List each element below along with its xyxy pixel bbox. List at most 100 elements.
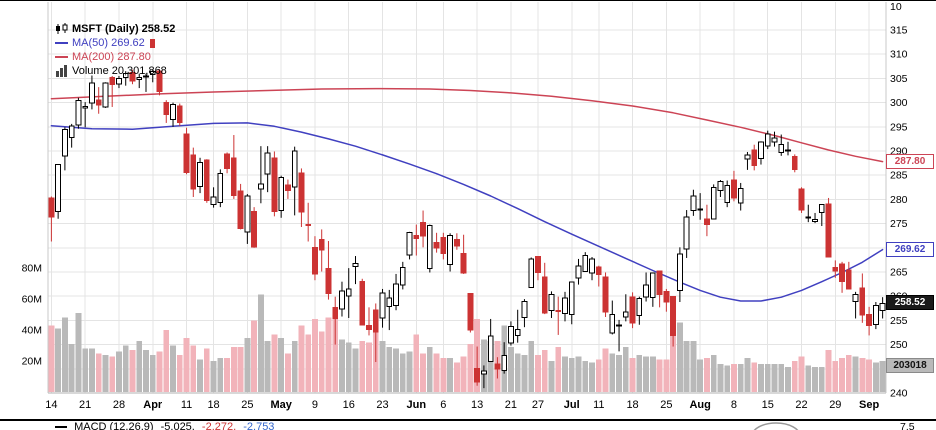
candle	[636, 298, 643, 317]
svg-text:280: 280	[890, 194, 908, 206]
volume-bar	[710, 354, 717, 392]
candle	[271, 157, 278, 212]
svg-text:9: 9	[312, 399, 318, 411]
volume-bar	[879, 361, 886, 392]
volume-bar	[731, 364, 737, 392]
volume-bar	[764, 364, 771, 392]
volume-bar	[143, 350, 149, 392]
volume-bar	[866, 359, 873, 392]
candle	[406, 231, 413, 256]
volume-bar	[771, 364, 778, 392]
candle	[683, 216, 690, 250]
watermark-oval	[753, 422, 799, 430]
candle	[420, 222, 426, 237]
volume-bar	[224, 357, 230, 392]
ma200-price-label: 287.80	[886, 154, 934, 169]
svg-text:40M: 40M	[22, 325, 42, 337]
candle	[109, 76, 116, 86]
legend-row-volume: Volume 20,301,868	[55, 64, 175, 78]
volume-bar	[582, 361, 589, 392]
svg-text:22: 22	[795, 399, 807, 411]
svg-text:27: 27	[532, 399, 544, 411]
candle	[325, 268, 332, 294]
volume-bar	[832, 361, 839, 392]
candle	[55, 164, 62, 212]
candle	[818, 204, 825, 213]
ma50-line	[50, 122, 884, 302]
svg-text:21: 21	[79, 399, 91, 411]
candle	[859, 287, 866, 316]
volume-bar	[440, 357, 447, 392]
candle	[575, 265, 582, 279]
candle	[163, 102, 170, 116]
volume-bar	[190, 345, 197, 392]
candle	[61, 129, 68, 157]
candle	[697, 208, 704, 211]
candle	[622, 311, 629, 318]
candle	[494, 363, 501, 370]
candle	[758, 141, 764, 159]
candle	[609, 314, 616, 334]
volume-bar	[156, 351, 163, 392]
legend-ma50: MA(50) 269.62	[72, 37, 145, 49]
volume-bar	[183, 337, 190, 392]
volume-bar	[271, 334, 278, 392]
volume-bar	[210, 361, 217, 392]
svg-text:Apr: Apr	[143, 399, 163, 411]
volume-bar	[399, 353, 406, 392]
candle	[372, 309, 379, 333]
volume-bar	[602, 348, 609, 392]
candlestick-icon	[55, 23, 68, 35]
candle	[744, 154, 751, 160]
volume-bar	[562, 356, 568, 392]
volume-bar	[217, 357, 224, 392]
candle	[832, 267, 839, 272]
volume-bar	[136, 340, 143, 392]
candle	[149, 71, 156, 76]
candle	[197, 162, 203, 187]
volume-bar	[656, 359, 663, 392]
candle	[291, 150, 298, 188]
ma50-line-swatch	[55, 42, 68, 44]
volume-bar	[95, 353, 102, 392]
volume-bar	[447, 357, 454, 392]
volume-bar	[629, 357, 636, 392]
volume-bar	[82, 348, 89, 392]
svg-text:May: May	[270, 399, 292, 411]
svg-text:265: 265	[890, 267, 908, 279]
svg-text:13: 13	[471, 399, 483, 411]
svg-text:8: 8	[731, 399, 737, 411]
volume-bar	[453, 362, 460, 392]
candle	[663, 290, 670, 303]
candle	[453, 239, 460, 247]
volume-bar	[305, 334, 312, 392]
volume-bars	[48, 294, 886, 392]
candle	[839, 263, 845, 283]
volume-bar	[622, 347, 629, 392]
candle	[129, 72, 136, 82]
svg-text:14: 14	[45, 399, 57, 411]
volume-bar	[487, 340, 494, 392]
svg-text:6: 6	[440, 399, 446, 411]
legend-row-symbol: MSFT (Daily) 258.52	[55, 22, 175, 36]
volume-bar	[122, 345, 129, 392]
candle	[866, 314, 873, 327]
candle	[798, 188, 805, 211]
candle	[312, 246, 318, 275]
candle	[562, 297, 568, 315]
candle	[413, 235, 420, 240]
candle	[629, 296, 636, 324]
volume-bar	[291, 340, 298, 392]
svg-text:11: 11	[593, 399, 604, 411]
volume-bar	[426, 347, 433, 392]
svg-text:18: 18	[207, 399, 219, 411]
candle	[170, 104, 176, 121]
last-price-label: 258.52	[886, 295, 934, 310]
volume-bar	[859, 357, 866, 392]
volume-bar	[670, 330, 677, 392]
price-gridlines	[48, 29, 886, 394]
candle	[122, 73, 129, 78]
candle	[264, 152, 271, 175]
volume-bar	[649, 356, 656, 392]
candle	[386, 297, 393, 307]
